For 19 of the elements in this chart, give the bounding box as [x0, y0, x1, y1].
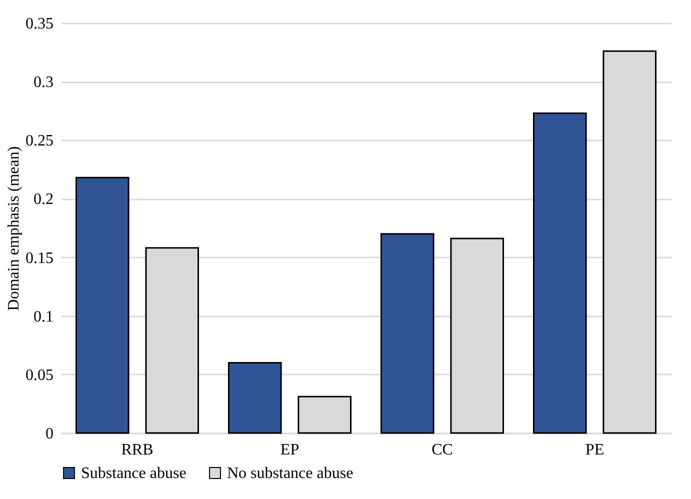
x-tick-label: PE	[585, 442, 604, 458]
y-tick-label: 0.35	[26, 16, 54, 32]
legend-label: No substance abuse	[227, 465, 354, 482]
bar	[533, 112, 587, 434]
y-tick-label: 0.3	[34, 74, 54, 92]
bar	[76, 176, 130, 434]
y-tick-label: 0.2	[34, 191, 54, 208]
y-tick-label: 0.1	[34, 308, 54, 326]
bar	[380, 233, 434, 434]
x-tick-label: RRB	[121, 442, 154, 458]
y-tick-label: 0.05	[26, 366, 54, 384]
bar	[228, 362, 282, 434]
legend-label: Substance abuse	[81, 465, 186, 482]
y-tick-label: 0.15	[26, 250, 54, 267]
y-axis-title: Domain emphasis (mean)	[6, 146, 22, 311]
y-tick-label: 0	[46, 426, 54, 442]
x-tick-label: CC	[432, 442, 453, 458]
y-tick-label: 0.25	[26, 132, 54, 150]
x-tick-label: EP	[280, 442, 300, 458]
